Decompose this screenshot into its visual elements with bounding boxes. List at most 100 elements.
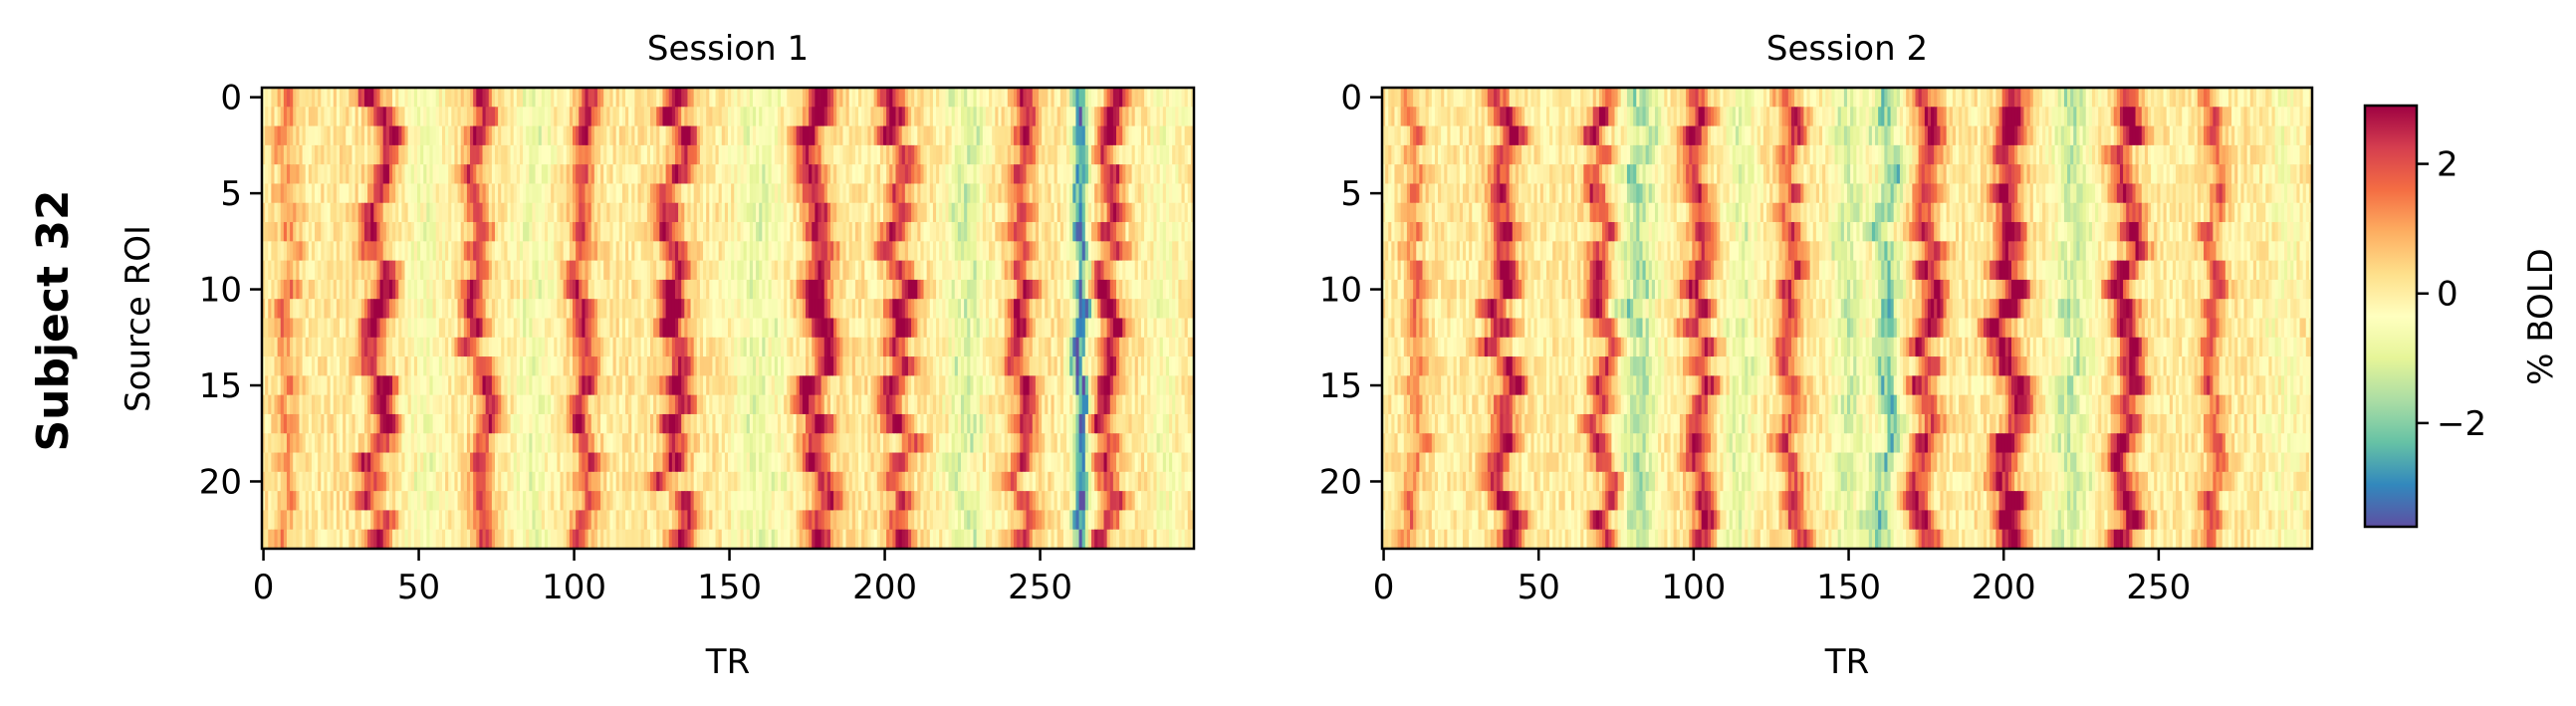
heatmap-cell xyxy=(631,164,635,185)
heatmap-cell xyxy=(315,88,319,108)
heatmap-cell xyxy=(640,144,645,165)
heatmap-cell xyxy=(606,88,611,108)
heatmap-cell xyxy=(945,125,950,146)
heatmap-cell xyxy=(656,88,660,108)
heatmap-cell xyxy=(662,125,667,146)
heatmap-cell xyxy=(466,88,471,108)
heatmap-cell xyxy=(923,88,928,108)
heatmap-cell xyxy=(1007,183,1012,204)
heatmap-cell xyxy=(417,125,421,146)
heatmap-cell xyxy=(404,144,409,165)
heatmap-cell xyxy=(357,88,362,108)
heatmap-cell xyxy=(376,222,381,242)
heatmap-cell xyxy=(806,183,810,204)
heatmap-cell xyxy=(280,202,285,223)
heatmap-cell xyxy=(407,88,412,108)
heatmap-cell xyxy=(665,144,670,165)
heatmap-cell xyxy=(510,125,515,146)
heatmap-cell xyxy=(737,88,742,108)
heatmap-cell xyxy=(684,88,689,108)
heatmap-cell xyxy=(432,125,437,146)
heatmap-cell xyxy=(476,125,480,146)
heatmap-cell xyxy=(585,183,589,204)
heatmap-cell xyxy=(315,144,319,165)
heatmap-cell xyxy=(781,88,785,108)
heatmap-cell xyxy=(280,164,285,185)
heatmap-cell xyxy=(432,183,437,204)
heatmap-cell xyxy=(596,202,601,223)
heatmap-cell xyxy=(271,222,276,242)
heatmap-cell xyxy=(482,125,487,146)
heatmap-cell xyxy=(836,107,840,127)
heatmap-cell xyxy=(573,107,577,127)
heatmap-cell xyxy=(762,183,767,204)
heatmap-cell xyxy=(593,202,598,223)
heatmap-cell xyxy=(479,202,484,223)
heatmap-cell xyxy=(318,202,322,223)
heatmap-cell xyxy=(743,144,748,165)
heatmap-cell xyxy=(914,202,918,223)
heatmap-cell xyxy=(407,144,412,165)
heatmap-cell xyxy=(985,144,990,165)
heatmap-cell xyxy=(1172,183,1176,204)
heatmap-cell xyxy=(367,144,371,165)
heatmap-cell xyxy=(1159,144,1164,165)
heatmap-cell xyxy=(1190,125,1195,146)
heatmap-cell xyxy=(1045,144,1049,165)
heatmap-cell xyxy=(734,125,738,146)
heatmap-cell xyxy=(593,183,598,204)
heatmap-cell xyxy=(1081,183,1086,204)
heatmap-cell xyxy=(883,164,887,185)
heatmap-cell xyxy=(771,88,776,108)
heatmap-cell xyxy=(410,144,415,165)
heatmap-cell xyxy=(818,88,822,108)
heatmap-cell xyxy=(404,88,409,108)
heatmap-cell xyxy=(286,164,291,185)
heatmap-cell xyxy=(504,107,509,127)
heatmap-cell xyxy=(777,107,782,127)
heatmap-cell xyxy=(407,202,412,223)
heatmap-cell xyxy=(1175,144,1179,165)
heatmap-cell xyxy=(385,88,390,108)
heatmap-cell xyxy=(526,144,530,165)
heatmap-cell xyxy=(829,202,834,223)
heatmap-cell xyxy=(495,88,499,108)
heatmap-cell xyxy=(590,107,595,127)
heatmap-cell xyxy=(280,222,285,242)
heatmap-cell xyxy=(917,144,922,165)
heatmap-cell xyxy=(634,164,639,185)
heatmap-cell xyxy=(671,107,676,127)
heatmap-cell xyxy=(781,164,785,185)
heatmap-cell xyxy=(488,88,493,108)
heatmap-cell xyxy=(1072,125,1077,146)
heatmap-cell xyxy=(979,183,984,204)
heatmap-cell xyxy=(573,202,577,223)
heatmap-cell xyxy=(476,88,480,108)
heatmap-cell xyxy=(873,125,878,146)
heatmap-cell xyxy=(678,144,682,165)
heatmap-cell xyxy=(367,107,371,127)
heatmap-cell xyxy=(1084,88,1089,108)
heatmap-cell xyxy=(771,183,776,204)
heatmap-cell xyxy=(296,144,301,165)
heatmap-cell xyxy=(618,107,623,127)
heatmap-cell xyxy=(585,88,589,108)
heatmap-cell xyxy=(410,107,415,127)
heatmap-cell xyxy=(684,125,689,146)
heatmap-cell xyxy=(674,107,679,127)
heatmap-cell xyxy=(957,125,962,146)
heatmap-cell xyxy=(1147,164,1151,185)
heatmap-cell xyxy=(349,183,353,204)
heatmap-cell xyxy=(1087,125,1092,146)
heatmap-cell xyxy=(330,125,335,146)
heatmap-cell xyxy=(582,88,586,108)
heatmap-cell xyxy=(721,88,726,108)
heatmap-cell xyxy=(731,107,735,127)
heatmap-cell xyxy=(1029,164,1034,185)
heatmap-cell xyxy=(957,164,962,185)
heatmap-cell xyxy=(498,183,502,204)
heatmap-cell xyxy=(1045,125,1049,146)
heatmap-cell xyxy=(1103,202,1108,223)
heatmap-cell xyxy=(848,144,853,165)
heatmap-cell xyxy=(333,164,338,185)
